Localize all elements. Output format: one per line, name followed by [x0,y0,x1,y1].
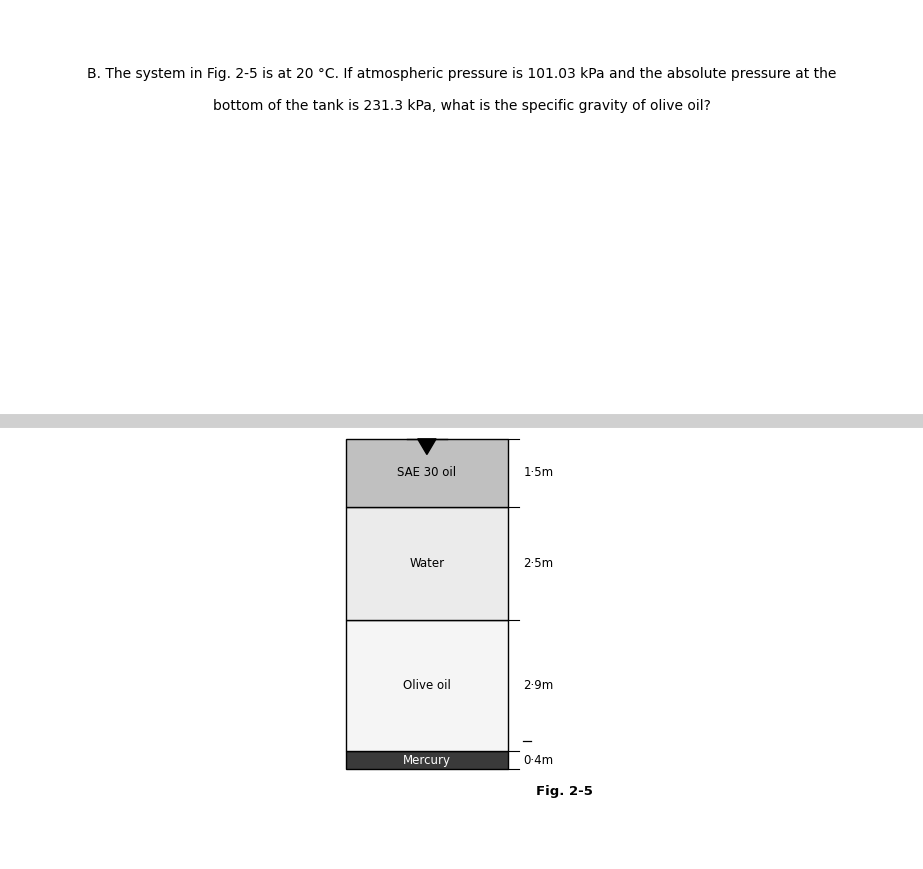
Text: 0·4m: 0·4m [523,753,554,766]
Bar [346,751,508,769]
Bar [346,507,508,620]
Text: 2·9m: 2·9m [523,679,554,692]
Polygon shape [417,439,436,454]
Text: bottom of the tank is 231.3 kPa, what is the specific gravity of olive oil?: bottom of the tank is 231.3 kPa, what is… [212,99,711,113]
Text: Fig. 2-5: Fig. 2-5 [536,785,593,798]
Text: Mercury: Mercury [402,753,451,766]
Text: 2·5m: 2·5m [523,557,554,570]
Text: 1·5m: 1·5m [523,467,554,480]
Bar [346,439,508,507]
Text: B. The system in Fig. 2-5 is at 20 °C. If atmospheric pressure is 101.03 kPa and: B. The system in Fig. 2-5 is at 20 °C. I… [87,67,836,81]
Bar [346,620,508,751]
Text: Water: Water [409,557,445,570]
Text: SAE 30 oil: SAE 30 oil [397,467,457,480]
Text: Olive oil: Olive oil [403,679,450,692]
